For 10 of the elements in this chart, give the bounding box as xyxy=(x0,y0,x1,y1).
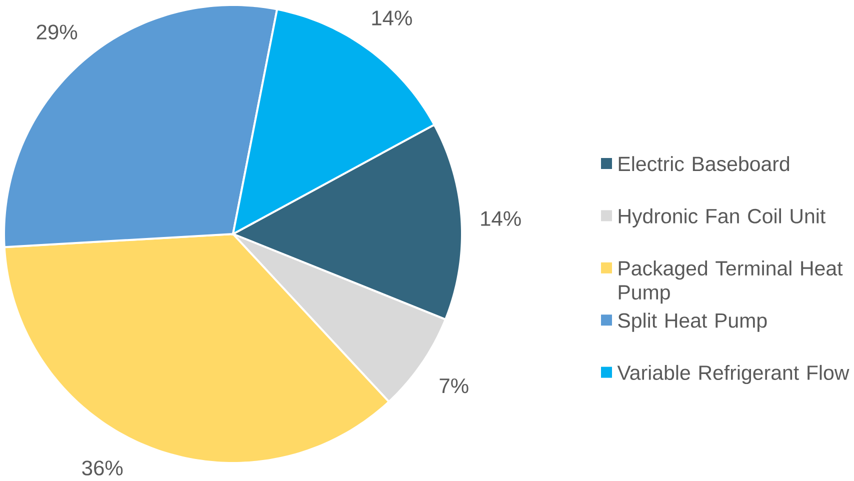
data-label: 36% xyxy=(82,460,123,476)
legend-label: Packaged Terminal Heat Pump xyxy=(618,260,843,304)
data-label: 14% xyxy=(481,211,521,226)
legend-label: Split Heat Pump xyxy=(618,312,767,332)
legend-label: Hydronic Fan Coil Unit xyxy=(618,208,826,228)
data-label: 14% xyxy=(372,10,412,26)
data-label: 29% xyxy=(36,24,78,40)
legend-label: Variable Refrigerant Flow xyxy=(617,364,850,384)
data-label: 7% xyxy=(440,378,468,394)
legend-label: Electric Baseboard xyxy=(618,156,790,172)
